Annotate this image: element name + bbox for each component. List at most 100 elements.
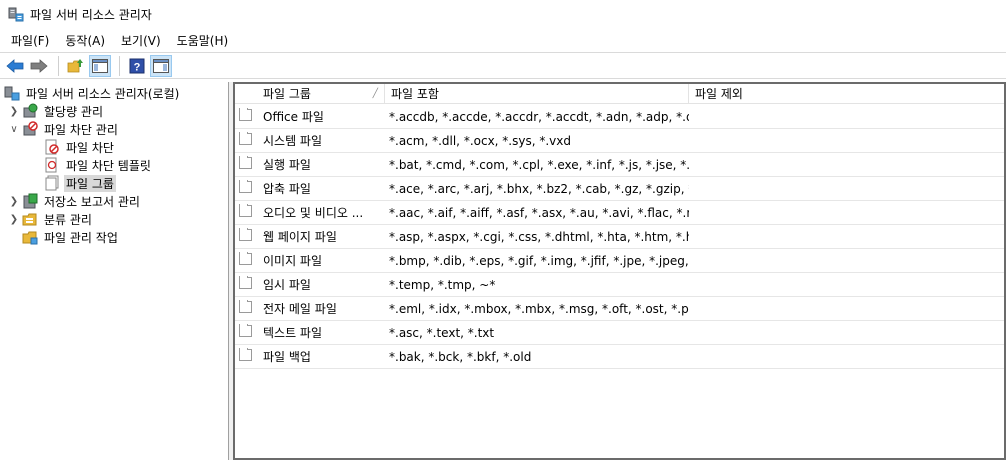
toolbar: ? — [0, 52, 1006, 79]
file-group-icon — [239, 276, 252, 289]
file-group-icon — [239, 204, 252, 217]
help-button[interactable]: ? — [126, 55, 148, 77]
table-row[interactable]: 이미지 파일 *.bmp, *.dib, *.eps, *.gif, *.img… — [235, 249, 1004, 273]
column-header-files-excluded[interactable]: 파일 제외 — [695, 87, 743, 101]
svg-text:?: ? — [134, 61, 141, 73]
row-file-group: 임시 파일 — [263, 278, 311, 292]
chevron-right-icon[interactable]: ❯ — [9, 105, 19, 117]
file-screening-icon — [22, 121, 38, 137]
file-group-icon — [239, 180, 252, 193]
tree-label-storage-reports: 저장소 보고서 관리 — [44, 194, 140, 209]
title-bar: 파일 서버 리소스 관리자 — [0, 0, 1006, 28]
classification-icon — [22, 211, 38, 227]
chevron-down-icon[interactable]: ∨ — [10, 123, 18, 135]
row-file-group: 오디오 및 비디오 ... — [263, 206, 364, 220]
file-screen-template-icon — [44, 157, 60, 173]
tree-label-classification: 분류 관리 — [44, 212, 92, 227]
tree-item-file-screening[interactable]: ∨ 파일 차단 관리 — [8, 120, 120, 138]
row-files-included: *.asc, *.text, *.txt — [389, 325, 495, 340]
row-files-included: *.bak, *.bck, *.bkf, *.old — [389, 349, 532, 364]
help-icon: ? — [129, 58, 145, 73]
file-group-icon — [239, 228, 252, 241]
toolbar-separator — [58, 55, 59, 76]
file-group-icon — [239, 252, 252, 265]
back-arrow-icon — [6, 58, 24, 73]
back-button[interactable] — [4, 55, 26, 77]
up-one-level-button[interactable] — [65, 55, 87, 77]
tree-item-storage-reports[interactable]: ❯ 저장소 보고서 관리 — [8, 192, 142, 210]
file-screen-icon — [44, 139, 60, 155]
pane-splitter[interactable] — [229, 82, 233, 460]
list-header: 파일 그룹 ╱ 파일 포함 파일 제외 — [235, 84, 1004, 104]
row-files-included: *.bmp, *.dib, *.eps, *.gif, *.img, *.jfi… — [389, 253, 689, 268]
show-hide-tree-icon — [92, 58, 108, 73]
table-row[interactable]: 전자 메일 파일 *.eml, *.idx, *.mbox, *.mbx, *.… — [235, 297, 1004, 321]
show-hide-action-pane-icon — [153, 58, 169, 73]
table-row[interactable]: 오디오 및 비디오 ... *.aac, *.aif, *.aiff, *.as… — [235, 201, 1004, 225]
row-file-group: 이미지 파일 — [263, 254, 323, 268]
file-management-tasks-icon — [22, 229, 38, 245]
row-file-group: Office 파일 — [263, 110, 324, 124]
tree-item-root[interactable]: 파일 서버 리소스 관리자(로컬) — [4, 84, 181, 102]
table-row[interactable]: 임시 파일 *.temp, *.tmp, ~* — [235, 273, 1004, 297]
tree-label-file-screening: 파일 차단 관리 — [44, 122, 118, 137]
menu-help[interactable]: 도움말(H) — [176, 33, 229, 48]
file-server-resource-manager-icon — [4, 85, 20, 101]
row-files-included: *.accdb, *.accde, *.accdr, *.accdt, *.ad… — [389, 109, 689, 124]
show-hide-action-pane-button[interactable] — [150, 54, 172, 77]
tree-label-root: 파일 서버 리소스 관리자(로컬) — [26, 86, 180, 101]
table-row[interactable]: 텍스트 파일 *.asc, *.text, *.txt — [235, 321, 1004, 345]
table-row[interactable]: 시스템 파일 *.acm, *.dll, *.ocx, *.sys, *.vxd — [235, 129, 1004, 153]
row-file-group: 웹 페이지 파일 — [263, 230, 337, 244]
window-title: 파일 서버 리소스 관리자 — [30, 7, 152, 22]
tree-item-classification[interactable]: ❯ 분류 관리 — [8, 210, 94, 228]
file-group-icon — [239, 108, 252, 121]
file-group-icon — [239, 132, 252, 145]
show-hide-console-tree-button[interactable] — [89, 54, 111, 77]
column-header-files-included[interactable]: 파일 포함 — [385, 84, 689, 104]
chevron-right-icon[interactable]: ❯ — [9, 195, 19, 207]
toolbar-separator — [119, 55, 120, 76]
row-files-included: *.temp, *.tmp, ~* — [389, 277, 496, 292]
console-tree: 파일 서버 리소스 관리자(로컬) ❯ 할당량 관리 ∨ 파일 차단 관리 — [0, 82, 229, 460]
table-row[interactable]: Office 파일 *.accdb, *.accde, *.accdr, *.a… — [235, 105, 1004, 129]
row-files-included: *.eml, *.idx, *.mbox, *.mbx, *.msg, *.of… — [389, 301, 689, 316]
file-group-icon — [44, 175, 60, 191]
up-folder-icon — [67, 58, 83, 72]
quota-icon — [22, 103, 38, 119]
row-files-included: *.aac, *.aif, *.aiff, *.asf, *.asx, *.au… — [389, 205, 689, 220]
menu-action[interactable]: 동작(A) — [65, 33, 106, 48]
row-file-group: 텍스트 파일 — [263, 326, 323, 340]
row-file-group: 실행 파일 — [263, 158, 311, 172]
row-file-group: 시스템 파일 — [263, 134, 323, 148]
file-group-icon — [239, 156, 252, 169]
table-row[interactable]: 웹 페이지 파일 *.asp, *.aspx, *.cgi, *.css, *.… — [235, 225, 1004, 249]
table-row[interactable]: 압축 파일 *.ace, *.arc, *.arj, *.bhx, *.bz2,… — [235, 177, 1004, 201]
forward-arrow-icon — [30, 58, 48, 73]
storage-reports-icon — [22, 193, 38, 209]
tree-label-file-screens: 파일 차단 — [66, 140, 114, 155]
tree-item-quota[interactable]: ❯ 할당량 관리 — [8, 102, 105, 120]
menu-view[interactable]: 보기(V) — [121, 33, 161, 48]
tree-item-file-screen-templates[interactable]: 파일 차단 템플릿 — [44, 156, 153, 174]
forward-button[interactable] — [28, 55, 50, 77]
tree-item-file-management-tasks[interactable]: 파일 관리 작업 — [22, 228, 120, 246]
column-header-file-group[interactable]: 파일 그룹 ╱ — [235, 84, 385, 104]
row-files-included: *.asp, *.aspx, *.cgi, *.css, *.dhtml, *.… — [389, 229, 689, 244]
tree-item-file-screens[interactable]: 파일 차단 — [44, 138, 116, 156]
file-group-icon — [239, 324, 252, 337]
file-groups-list: 파일 그룹 ╱ 파일 포함 파일 제외 Office 파일 *.accdb, *… — [233, 82, 1006, 460]
file-server-resource-manager-icon — [8, 6, 24, 22]
menu-bar: 파일(F) 동작(A) 보기(V) 도움말(H) — [0, 29, 1006, 51]
chevron-right-icon[interactable]: ❯ — [9, 213, 19, 225]
tree-label-quota: 할당량 관리 — [44, 104, 104, 119]
tree-label-file-screen-templates: 파일 차단 템플릿 — [66, 158, 151, 173]
menu-file[interactable]: 파일(F) — [11, 33, 50, 48]
table-row[interactable]: 파일 백업 *.bak, *.bck, *.bkf, *.old — [235, 345, 1004, 369]
table-row[interactable]: 실행 파일 *.bat, *.cmd, *.com, *.cpl, *.exe,… — [235, 153, 1004, 177]
file-group-icon — [239, 348, 252, 361]
sort-ascending-icon: ╱ — [372, 89, 378, 99]
file-group-icon — [239, 300, 252, 313]
tree-label-file-management-tasks: 파일 관리 작업 — [44, 230, 118, 245]
tree-item-file-groups[interactable]: 파일 그룹 — [44, 174, 116, 192]
